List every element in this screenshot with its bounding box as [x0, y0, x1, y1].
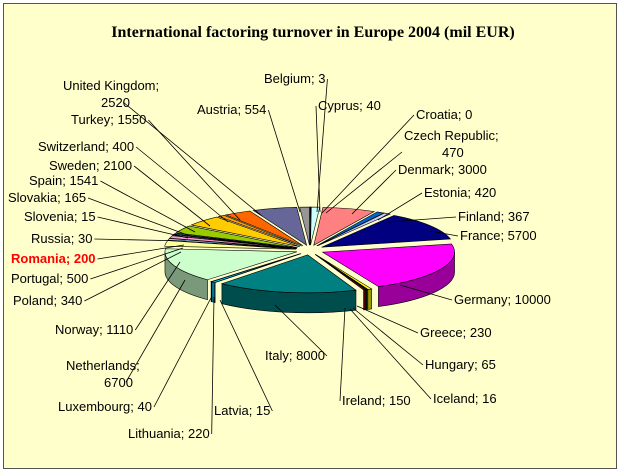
data-label-slovenia: Slovenia; 15 — [24, 209, 96, 224]
slice-united-kingdom — [252, 207, 308, 246]
leader-line-slovenia — [97, 216, 189, 239]
chart-title: International factoring turnover in Euro… — [111, 24, 514, 41]
data-label-germany: Germany; 10000 — [454, 292, 551, 307]
data-label-lithuania: Lithuania; 220 — [128, 426, 210, 441]
leader-line-luxembourg — [153, 295, 213, 408]
leader-line-portugal — [90, 247, 184, 280]
data-label-portugal: Portugal; 500 — [11, 271, 88, 286]
data-label-netherlands: Netherlands; 6700 — [66, 358, 140, 390]
slice-spain — [175, 225, 298, 248]
leader-line-slovakia — [87, 197, 191, 237]
data-label-france: France; 5700 — [460, 228, 537, 243]
slice-luxembourg — [210, 253, 301, 283]
leader-line-croatia — [321, 114, 415, 214]
data-label-belgium: Belgium; 3 — [264, 71, 325, 86]
slice-austria — [299, 206, 310, 246]
slice-cyprus — [309, 206, 312, 246]
leader-line-cyprus — [315, 105, 321, 213]
data-labels: Belgium; 3 Cyprus; 40 Croatia; 0 Czech Repu… — [8, 71, 551, 441]
leader-line-france — [429, 230, 459, 237]
leader-line-czech-republic — [325, 151, 403, 214]
data-label-austria: Austria; 554 — [197, 102, 266, 117]
data-label-poland: Poland; 340 — [13, 293, 82, 308]
slice-side-ireland — [363, 289, 367, 311]
data-label-estonia: Estonia; 420 — [424, 185, 496, 200]
slice-italy — [220, 254, 357, 294]
leader-line-hungary — [352, 307, 424, 366]
slice-france — [321, 215, 451, 248]
slice-estonia — [316, 211, 385, 246]
leader-line-finland — [387, 216, 457, 223]
data-label-ireland: Ireland; 150 — [342, 393, 411, 408]
leader-lines — [84, 78, 459, 435]
leader-line-netherlands — [125, 279, 186, 383]
data-label-greece: Greece; 230 — [420, 325, 492, 340]
leader-line-russia — [94, 238, 187, 242]
leader-line-switzerland — [135, 146, 229, 223]
leader-line-belgium — [316, 78, 328, 213]
leader-line-ireland — [339, 307, 346, 402]
data-label-cyprus: Cyprus; 40 — [318, 98, 381, 113]
pie-slices — [164, 206, 455, 314]
slice-turkey — [224, 210, 304, 247]
data-label-iceland: Iceland; 16 — [433, 391, 497, 406]
leader-line-romania — [97, 244, 185, 260]
data-label-romania: Romania; 200 — [11, 251, 96, 266]
leader-line-united-kingdom — [122, 101, 263, 217]
leader-line-austria — [267, 109, 301, 213]
leader-line-turkey — [148, 119, 241, 221]
data-label-norway: Norway; 1110 — [55, 322, 133, 337]
leader-line-lithuania — [211, 296, 215, 435]
slice-denmark — [313, 207, 376, 246]
leader-line-estonia — [377, 192, 423, 221]
data-label-switzerland: Switzerland; 400 — [38, 139, 134, 154]
slice-ireland — [315, 254, 367, 291]
data-label-united-kingdom: United Kingdom; 2520 — [63, 78, 159, 110]
leader-line-denmark — [351, 169, 397, 215]
slice-netherlands — [164, 248, 298, 281]
data-label-croatia: Croatia; 0 — [416, 107, 472, 122]
slice-side-greece — [367, 288, 372, 310]
slice-slovakia — [173, 233, 298, 249]
slice-finland — [317, 212, 391, 247]
leader-line-sweden — [133, 165, 211, 227]
leader-line-poland — [84, 251, 182, 302]
leader-line-spain — [100, 180, 196, 233]
slice-switzerland — [217, 214, 302, 247]
data-label-italy: Italy; 8000 — [265, 348, 325, 363]
leader-line-norway — [134, 261, 181, 331]
data-label-denmark: Denmark; 3000 — [398, 162, 487, 177]
data-label-luxembourg: Luxembourg; 40 — [58, 399, 152, 414]
data-label-finland: Finland; 367 — [458, 209, 530, 224]
leader-line-latvia — [219, 299, 273, 412]
data-label-sweden: Sweden; 2100 — [49, 158, 132, 173]
data-label-turkey: Turkey; 1550 — [71, 112, 146, 127]
data-label-russia: Russia; 30 — [31, 231, 92, 246]
data-label-hungary: Hungary; 65 — [425, 357, 496, 372]
data-label-slovakia: Slovakia; 165 — [8, 190, 86, 205]
data-label-latvia: Latvia; 15 — [214, 403, 270, 418]
leader-line-iceland — [349, 308, 432, 400]
leader-line-italy — [274, 304, 328, 357]
data-label-czech-republic: Czech Republic; 470 — [404, 128, 499, 160]
slice-germany — [321, 243, 455, 287]
leader-line-greece — [356, 305, 419, 334]
leader-line-germany — [399, 284, 453, 301]
data-label-spain: Spain; 1541 — [29, 173, 98, 188]
